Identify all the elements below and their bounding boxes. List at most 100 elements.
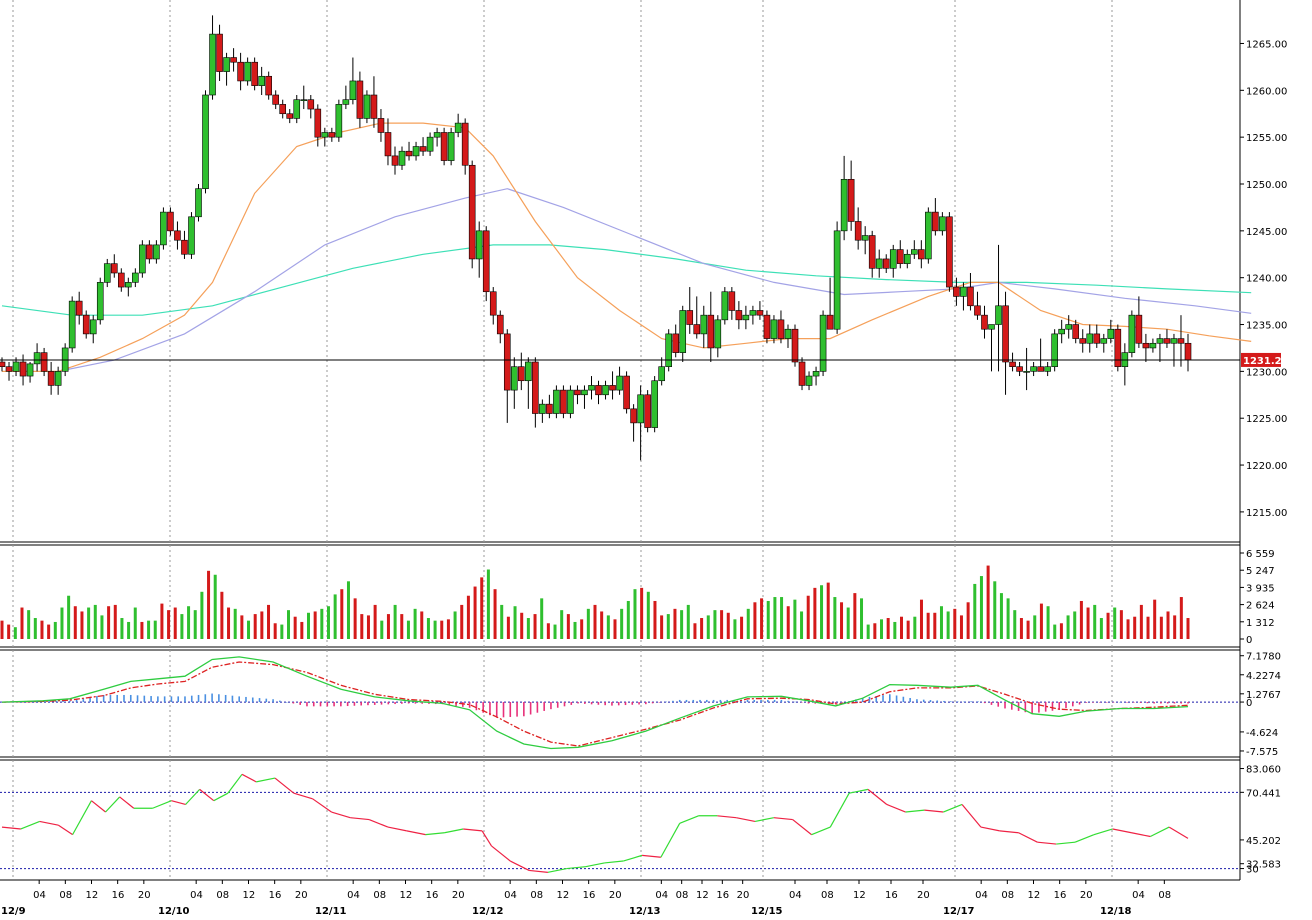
candle-body <box>391 155 399 166</box>
candle-body <box>335 104 343 138</box>
macd-histogram-bar <box>462 702 464 707</box>
macd-histogram-bar <box>468 702 471 708</box>
volume-y-axis: 6 559 5 247 3 935 2 624 1 312 0 <box>1240 549 1275 646</box>
x-hour-tick-label: 08 <box>1001 890 1014 901</box>
volume-bar <box>886 618 890 639</box>
macd-histogram-bar <box>82 698 85 703</box>
x-hour-tick-label: 16 <box>1054 890 1067 901</box>
candle-body <box>300 99 308 101</box>
candle-body <box>349 80 357 100</box>
macd-histogram-bar <box>868 696 871 703</box>
volume-bar <box>566 614 570 639</box>
macd-histogram-bar <box>658 702 661 703</box>
candle-body <box>110 263 118 274</box>
rsi-line-segment <box>1112 828 1132 834</box>
volume-bar <box>1153 599 1157 639</box>
candle-body <box>188 216 195 255</box>
candle-body <box>833 230 841 330</box>
volume-bar <box>753 602 757 639</box>
candle-body <box>911 249 918 255</box>
volume-bar <box>440 620 444 639</box>
macd-histogram-bar <box>265 698 268 703</box>
volume-bar <box>986 565 990 639</box>
candle-body <box>735 310 743 321</box>
volume-bar <box>187 606 191 639</box>
rsi-y-tick-label: 83.060 <box>1246 765 1281 776</box>
volume-bar <box>586 608 590 639</box>
volume-bar <box>0 620 4 639</box>
x-hour-tick-label: 12 <box>86 890 99 901</box>
volume-bar <box>1166 611 1170 639</box>
macd-histogram-bar <box>279 700 281 703</box>
volume-bar <box>1046 606 1050 639</box>
volume-bar <box>13 627 17 639</box>
volume-y-tick-label: 3 935 <box>1246 583 1275 594</box>
volume-bar <box>140 621 144 639</box>
macd-histogram-bar <box>672 700 674 703</box>
candle-body <box>826 314 834 330</box>
candle-body <box>1037 366 1044 372</box>
rsi-line-segment <box>1056 841 1076 845</box>
volume-bar <box>560 610 564 639</box>
rsi-line-segment <box>58 824 73 836</box>
candle-body <box>503 333 511 391</box>
volume-bar <box>313 611 317 639</box>
macd-histogram-bar <box>767 699 769 703</box>
candle-body <box>174 230 181 241</box>
rsi-line-segment <box>943 803 963 813</box>
x-hour-tick-label: 12 <box>400 890 413 901</box>
volume-bar <box>720 610 724 639</box>
macd-histogram-bar <box>211 693 213 703</box>
volume-bar <box>267 604 271 639</box>
volume-bar <box>1059 623 1063 639</box>
volume-bar <box>926 612 930 639</box>
candle-body <box>433 132 441 138</box>
volume-bar <box>1066 615 1070 639</box>
macd-histogram-bar <box>312 702 315 707</box>
volume-bar <box>766 600 770 639</box>
macd-histogram-bar <box>834 702 837 705</box>
candlestick-series <box>0 15 1192 461</box>
candle-body <box>595 385 602 396</box>
rsi-line-segment <box>829 792 850 828</box>
price-panel[interactable]: 1265.00 1260.00 1255.00 1250.00 1245.00 1240.… <box>0 15 1289 519</box>
volume-bar <box>860 598 864 639</box>
volume-bar <box>213 574 217 639</box>
macd-histogram-bar <box>1004 702 1006 709</box>
volume-bar <box>746 608 750 639</box>
candle-body <box>644 394 651 428</box>
macd-histogram-bar <box>916 699 918 703</box>
volume-bar <box>580 619 584 639</box>
macd-histogram-bar <box>177 696 180 703</box>
volume-bar <box>393 604 397 639</box>
candle-body <box>546 403 553 414</box>
volume-bar <box>20 607 24 639</box>
candle-body <box>321 132 329 138</box>
volume-panel[interactable]: 6 559 5 247 3 935 2 624 1 312 0 <box>0 549 1275 646</box>
candle-body <box>1114 328 1122 367</box>
macd-histogram-bar <box>346 702 349 707</box>
x-hour-tick-label: 12 <box>853 890 866 901</box>
candle-body <box>139 244 146 274</box>
macd-signal-line <box>1 661 1189 747</box>
x-hour-tick-label: 16 <box>583 890 596 901</box>
rsi-line-segment <box>1131 832 1151 838</box>
candle-body <box>953 286 960 297</box>
macd-histogram-bar <box>990 702 993 705</box>
rsi-line-segment <box>491 845 511 862</box>
candle-body <box>1156 338 1164 344</box>
candle-body <box>805 375 813 386</box>
volume-bar <box>360 614 364 639</box>
volume-bar <box>220 591 224 639</box>
candle-body <box>405 150 413 157</box>
volume-bar <box>1179 597 1183 639</box>
macd-y-tick-label: 0 <box>1246 698 1252 709</box>
macd-histogram-bar <box>1065 702 1067 709</box>
macd-histogram-bar <box>1173 702 1176 704</box>
rsi-line-segment <box>905 809 925 813</box>
x-hour-tick-label: 08 <box>216 890 229 901</box>
rsi-line-segment <box>999 830 1019 834</box>
